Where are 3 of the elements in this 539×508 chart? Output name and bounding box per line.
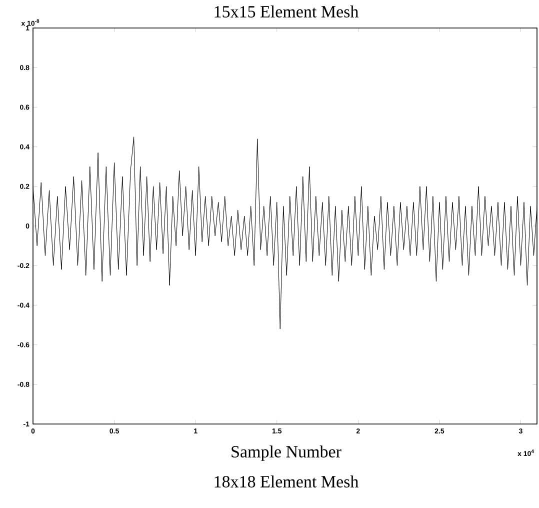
text: 18x18 Element Mesh — [214, 476, 358, 488]
x-axis-title: Sample Number — [232, 446, 342, 461]
chart-title: 15x15 Element Mesh — [214, 6, 358, 18]
